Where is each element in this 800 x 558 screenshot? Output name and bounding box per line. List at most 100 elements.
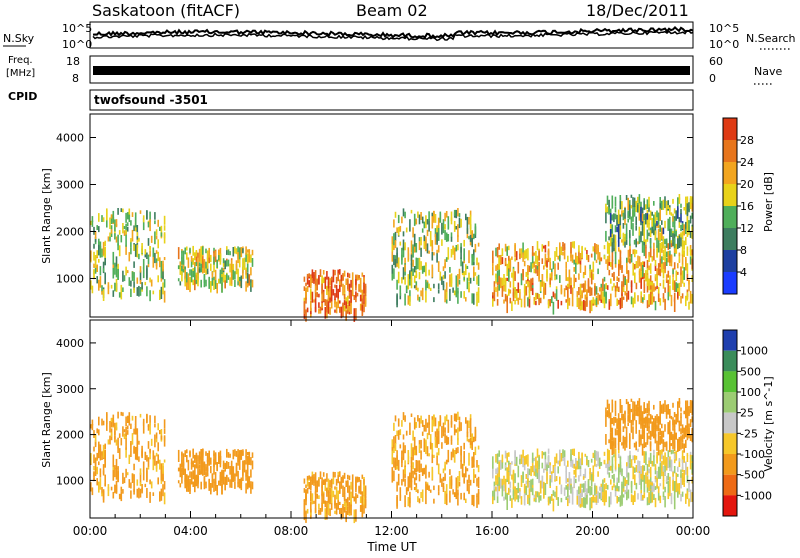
power-echo-cell bbox=[608, 301, 611, 310]
power-echo-cell bbox=[614, 225, 617, 233]
velocity-echo-cell bbox=[571, 486, 574, 495]
power-echo-cell bbox=[337, 269, 339, 275]
power-echo-cell bbox=[508, 260, 510, 272]
velocity-echo-cell bbox=[555, 485, 558, 490]
velocity-echo-cell bbox=[603, 484, 606, 497]
power-echo-cell bbox=[457, 234, 459, 242]
velocity-echo-cell bbox=[434, 436, 437, 448]
velocity-echo-cell bbox=[107, 439, 110, 445]
power-echo-cell bbox=[649, 263, 652, 274]
power-echo-cell bbox=[330, 290, 333, 302]
velocity-echo-cell bbox=[664, 471, 666, 476]
velocity-echo-cell bbox=[476, 478, 478, 487]
velocity-echo-cell bbox=[527, 454, 529, 467]
velocity-echo-cell bbox=[495, 475, 497, 480]
power-echo-cell bbox=[250, 282, 252, 287]
velocity-echo-cell bbox=[162, 484, 164, 497]
velocity-echo-cell bbox=[463, 451, 465, 464]
power-echo-cell bbox=[468, 282, 470, 292]
velocity-echo-cell bbox=[654, 428, 657, 437]
power-echo-cell bbox=[501, 286, 504, 297]
power-echo-cell bbox=[555, 286, 558, 290]
velocity-echo-cell bbox=[133, 489, 135, 495]
power-echo-cell bbox=[110, 284, 113, 289]
power-echo-cell bbox=[421, 216, 424, 224]
power-echo-cell bbox=[251, 249, 254, 256]
power-echo-cell bbox=[630, 216, 633, 230]
velocity-echo-cell bbox=[605, 463, 607, 469]
power-echo-cell bbox=[101, 248, 103, 258]
power-echo-cell bbox=[691, 196, 693, 203]
velocity-echo-cell bbox=[681, 434, 684, 443]
freq-trace-band bbox=[93, 66, 690, 75]
velocity-echo-cell bbox=[404, 478, 406, 487]
power-echo-cell bbox=[417, 287, 419, 292]
velocity-echo-cell bbox=[618, 453, 620, 458]
power-echo-cell bbox=[114, 227, 116, 236]
power-echo-cell bbox=[533, 252, 536, 256]
power-echo-cell bbox=[335, 284, 338, 298]
power-echo-cell bbox=[498, 275, 500, 285]
velocity-echo-cell bbox=[677, 414, 679, 423]
power-echo-cell bbox=[691, 258, 693, 270]
velocity-echo-cell bbox=[590, 458, 593, 463]
velocity-echo-cell bbox=[641, 423, 644, 434]
velocity-echo-cell bbox=[649, 490, 652, 504]
velocity-echo-cell bbox=[343, 486, 346, 495]
power-echo-cell bbox=[150, 279, 153, 284]
power-echo-cell bbox=[622, 284, 625, 292]
velocity-echo-cell bbox=[442, 476, 445, 482]
velocity-echo-cell bbox=[691, 462, 693, 474]
velocity-echo-cell bbox=[614, 417, 617, 423]
velocity-echo-cell bbox=[134, 416, 137, 425]
power-echo-cell bbox=[586, 254, 588, 261]
power-echo-cell bbox=[155, 262, 158, 270]
power-echo-cell bbox=[680, 274, 682, 287]
power-echo-cell bbox=[689, 196, 692, 210]
velocity-echo-cell bbox=[613, 454, 615, 458]
velocity-echo-cell bbox=[473, 468, 475, 480]
power-echo-cell bbox=[677, 211, 679, 219]
velocity-echo-cell bbox=[678, 458, 681, 462]
power-echo-cell bbox=[417, 257, 419, 270]
power-echo-cell bbox=[181, 271, 183, 282]
velocity-echo-cell bbox=[355, 493, 357, 500]
power-echo-cell bbox=[672, 216, 674, 228]
power-echo-cell bbox=[197, 264, 199, 277]
power-echo-cell bbox=[611, 239, 614, 253]
power-echo-cell bbox=[570, 241, 572, 254]
power-echo-cell bbox=[206, 250, 209, 260]
power-echo-cell bbox=[237, 246, 239, 253]
power-echo-cell bbox=[90, 250, 92, 262]
power-echo-cell bbox=[493, 288, 496, 302]
velocity-echo-cell bbox=[528, 482, 531, 494]
power-echo-cell bbox=[554, 293, 556, 299]
velocity-echo-cell bbox=[441, 442, 443, 449]
velocity-echo-cell bbox=[208, 450, 210, 461]
velocity-echo-cell bbox=[396, 481, 398, 492]
velocity-echo-cell bbox=[605, 490, 607, 499]
velocity-echo-cell bbox=[673, 481, 676, 493]
velocity-echo-cell bbox=[455, 477, 458, 487]
power-echo-cell bbox=[356, 274, 359, 281]
velocity-echo-cell bbox=[536, 469, 539, 479]
power-echo-cell bbox=[673, 292, 676, 303]
power-echo-cell bbox=[562, 242, 564, 247]
power-echo-cell bbox=[686, 246, 689, 250]
velocity-echo-cell bbox=[347, 506, 349, 512]
velocity-echo-cell bbox=[627, 489, 630, 499]
velocity-echo-cell bbox=[664, 441, 666, 448]
power-echo-cell bbox=[670, 212, 673, 216]
power-echo-cell bbox=[651, 211, 653, 216]
velocity-echo-cell bbox=[452, 489, 454, 495]
velocity-echo-cell bbox=[573, 475, 575, 488]
velocity-echo-cell bbox=[645, 417, 647, 424]
velocity-echo-cell bbox=[549, 475, 551, 479]
velocity-echo-cell bbox=[683, 470, 685, 483]
power-echo-cell bbox=[598, 259, 601, 265]
power-echo-cell bbox=[186, 252, 188, 260]
velocity-echo-cell bbox=[635, 441, 637, 451]
power-echo-cell bbox=[147, 254, 150, 265]
power-echo-cell bbox=[463, 248, 465, 261]
velocity-echo-cell bbox=[514, 450, 516, 459]
